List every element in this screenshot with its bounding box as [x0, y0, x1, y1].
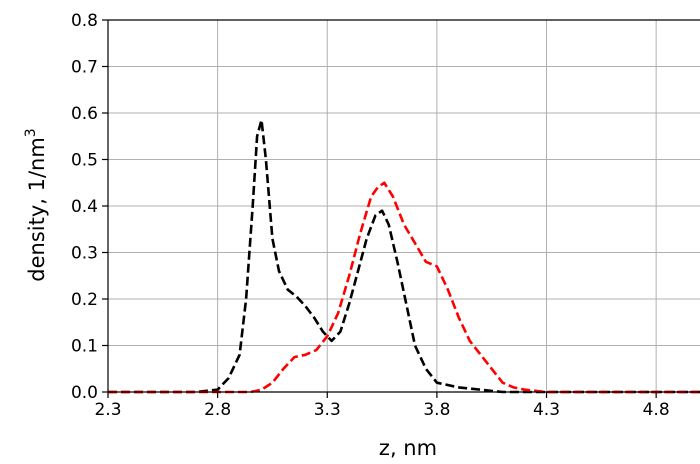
x-tick-label: 3.8 — [423, 400, 450, 420]
series-line-black — [108, 118, 700, 394]
y-tick-label: 0.2 — [71, 290, 98, 310]
y-axis-title: density, 1/nm3 — [23, 128, 49, 281]
tick-labels: 2.3 2.8 3.3 3.8 4.3 4.8 0.0 0.1 0.2 0.3 0.4 0.5 0.6 0… — [71, 11, 670, 420]
tick-marks — [102, 19, 657, 398]
grid — [107, 19, 700, 393]
x-tick-label: 4.8 — [643, 400, 670, 420]
y-tick-label: 0.1 — [71, 337, 98, 357]
x-tick-label: 4.3 — [533, 400, 560, 420]
series-lines — [108, 118, 700, 394]
y-tick-label: 0.7 — [71, 58, 98, 78]
y-tick-label: 0.8 — [71, 11, 98, 31]
y-axis-title-main: density, 1/nm — [25, 137, 49, 282]
y-tick-label: 0.0 — [71, 383, 98, 403]
y-tick-label: 0.6 — [71, 104, 98, 124]
x-tick-label: 2.8 — [204, 400, 231, 420]
y-axis-title-superscript: 3 — [23, 128, 39, 137]
x-tick-label: 2.3 — [94, 400, 121, 420]
series-line-red — [108, 181, 700, 394]
x-axis-title: z, nm — [379, 436, 437, 460]
y-tick-label: 0.5 — [71, 151, 98, 171]
y-tick-label: 0.4 — [71, 197, 98, 217]
x-tick-label: 3.3 — [314, 400, 341, 420]
y-tick-label: 0.3 — [71, 244, 98, 264]
